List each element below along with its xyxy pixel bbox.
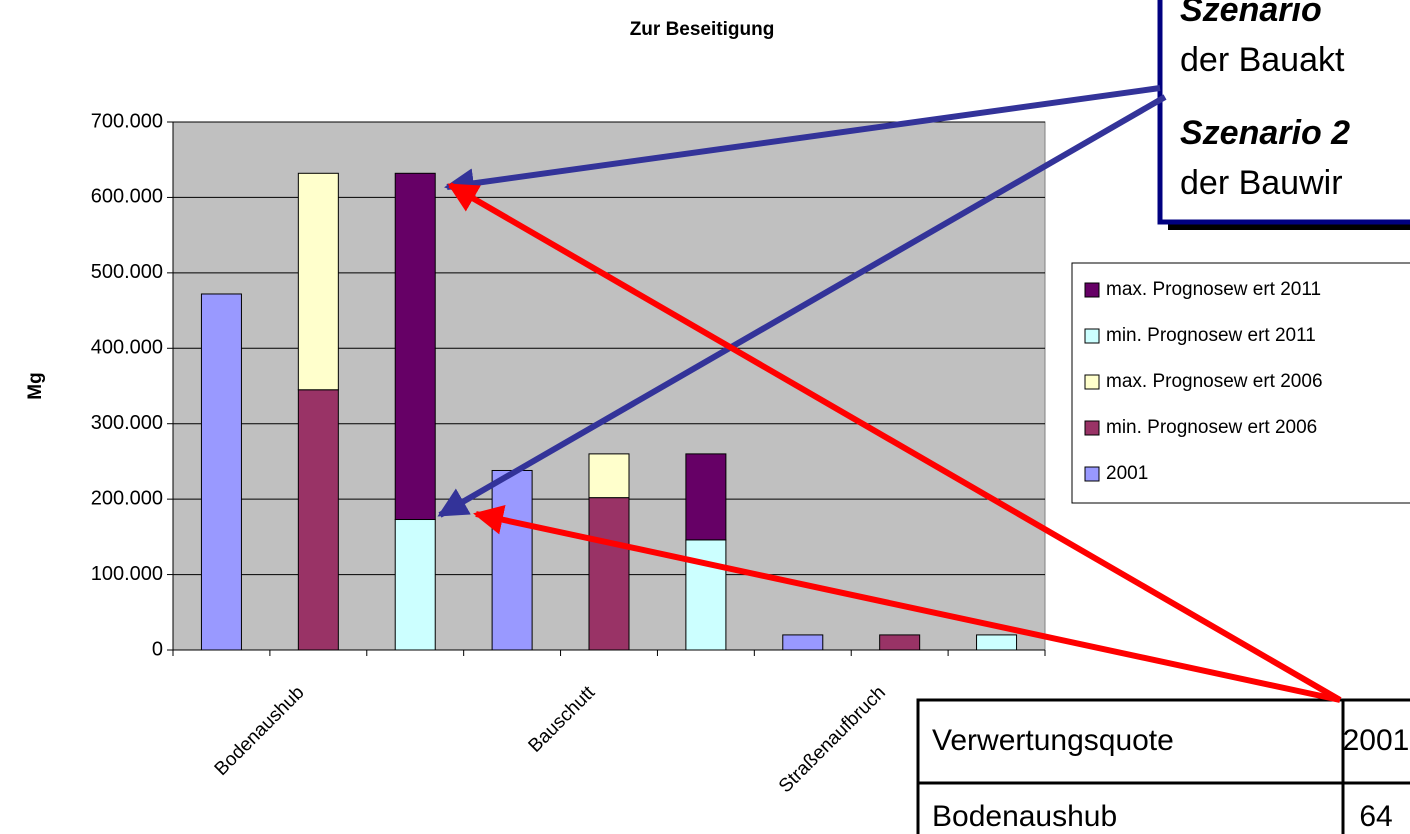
- bar: [491, 469, 533, 651]
- table-cell: Bodenaushub: [932, 800, 1117, 833]
- annotation-box: [1157, 0, 1410, 225]
- arrow: [437, 94, 1167, 518]
- bar: [879, 634, 921, 651]
- y-tick-label: 300.000: [91, 412, 163, 434]
- legend-label: min. Prognosew ert 2011: [1106, 325, 1316, 346]
- bar: [297, 389, 339, 651]
- y-tick-label: 500.000: [91, 261, 163, 283]
- y-tick-label: 0: [152, 638, 163, 660]
- y-tick-label: 200.000: [91, 487, 163, 509]
- arrow: [447, 182, 1342, 703]
- bar: [685, 453, 727, 541]
- legend-label: max. Prognosew ert 2011: [1106, 279, 1321, 300]
- y-tick-label: 600.000: [91, 186, 163, 208]
- legend-label: min. Prognosew ert 2006: [1106, 417, 1317, 438]
- y-tick-label: 700.000: [91, 110, 163, 132]
- bar: [976, 634, 1018, 651]
- annotation-text: der Bauakt: [1180, 41, 1345, 79]
- x-tick-label: Bodenaushub: [211, 682, 309, 780]
- legend-swatch: [1084, 374, 1100, 390]
- arrow: [444, 85, 1161, 199]
- bar: [588, 497, 630, 651]
- legend-swatch: [1084, 420, 1100, 436]
- table-cell: Verwertungsquote: [932, 724, 1174, 757]
- bar: [297, 172, 339, 391]
- legend-swatch: [1084, 328, 1100, 344]
- bar: [394, 172, 436, 521]
- arrow: [473, 505, 1341, 703]
- annotation-text: Szenario: [1180, 0, 1322, 29]
- bar: [394, 519, 436, 651]
- bar: [588, 453, 630, 499]
- table-cell: 2001: [1343, 724, 1410, 757]
- table: [916, 698, 1410, 834]
- legend-label: 2001: [1106, 463, 1148, 484]
- legend-swatch: [1084, 466, 1100, 482]
- bar: [782, 634, 824, 651]
- legend-label: max. Prognosew ert 2006: [1106, 371, 1323, 392]
- bar: [200, 293, 242, 651]
- y-tick-label: 100.000: [91, 563, 163, 585]
- x-tick-label: Straßenaufbruch: [775, 682, 890, 797]
- y-tick-label: 400.000: [91, 337, 163, 359]
- annotation-text: der Bauwir: [1180, 164, 1343, 202]
- annotation-text: Szenario 2: [1180, 114, 1350, 152]
- legend-box: [1071, 262, 1410, 504]
- legend-swatch: [1084, 282, 1100, 298]
- table-cell: 64: [1359, 800, 1392, 833]
- chart-title: Zur Beseitigung: [630, 19, 775, 40]
- bar: [685, 539, 727, 651]
- x-tick-label: Bauschutt: [525, 682, 600, 757]
- y-axis-label: Mg: [25, 372, 46, 399]
